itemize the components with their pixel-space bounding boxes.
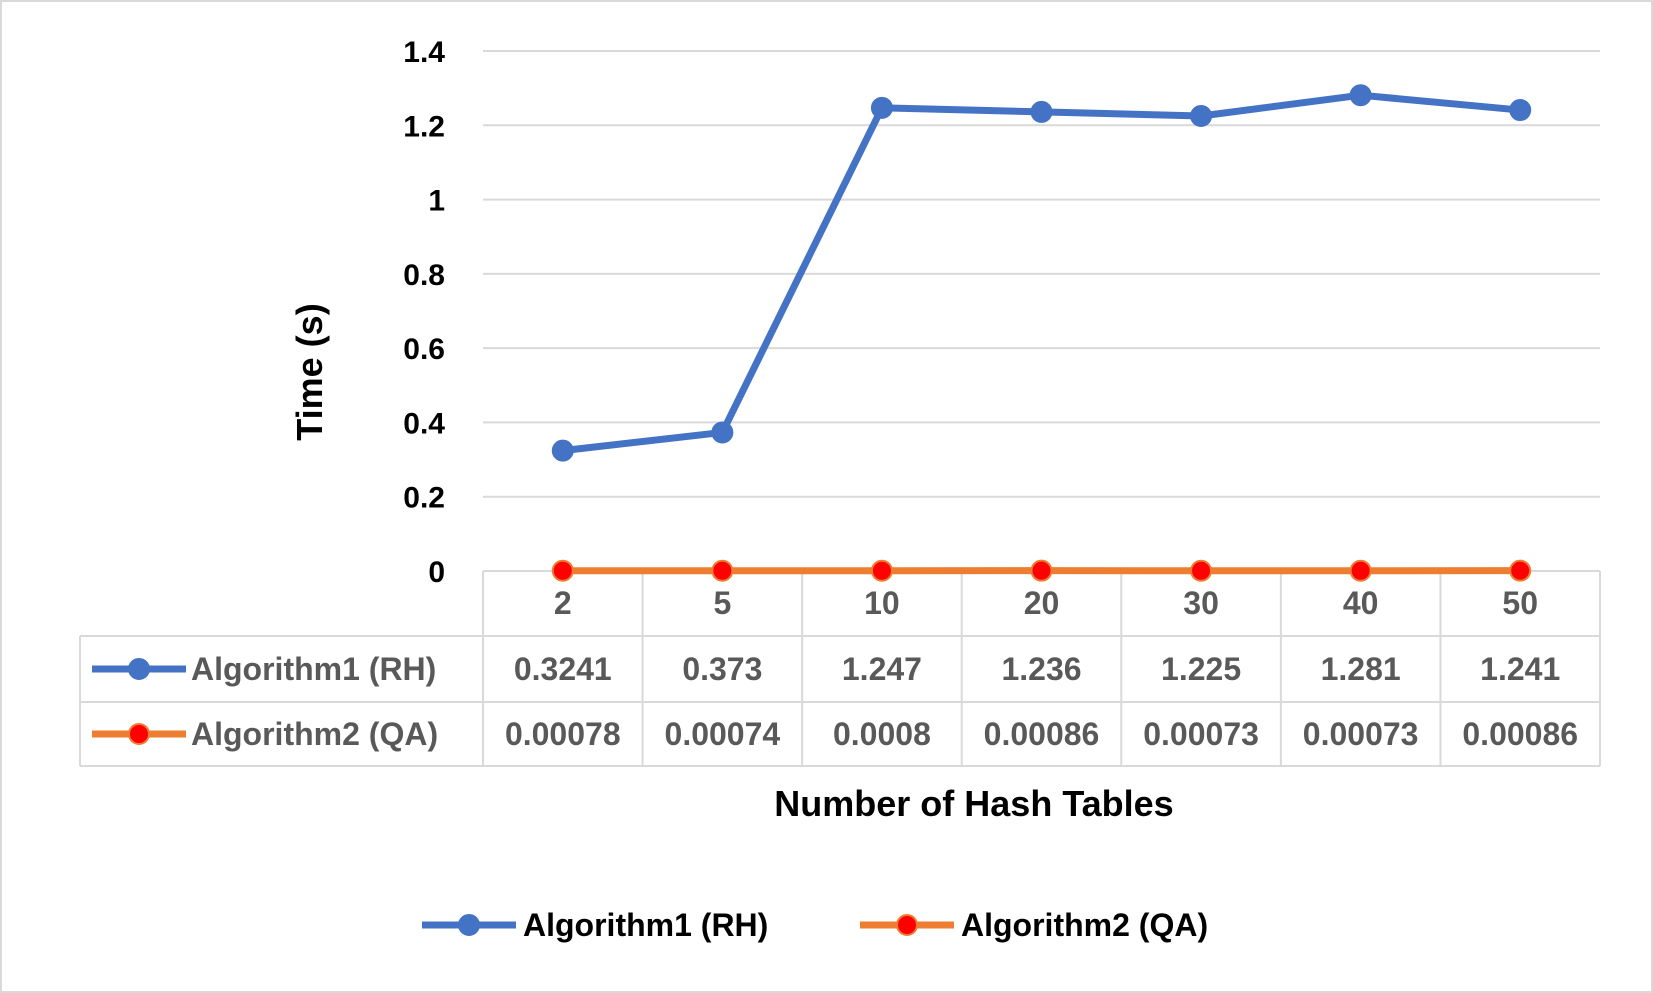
x-tick-label: 40	[1343, 585, 1379, 621]
data-point	[870, 559, 893, 582]
data-point	[1030, 100, 1053, 123]
table-cell-value: 0.00073	[1143, 716, 1259, 752]
table-cell-value: 1.236	[1001, 651, 1081, 687]
x-tick-label: 2	[554, 585, 572, 621]
table-cell-value: 0.00074	[665, 716, 781, 752]
table-series-label: Algorithm1 (RH)	[191, 651, 436, 687]
table-series-key-marker	[128, 658, 150, 680]
legend-key-marker	[458, 914, 480, 936]
y-tick-label: 0	[428, 556, 445, 589]
legend-label: Algorithm2 (QA)	[961, 907, 1208, 943]
table-cell-value: 0.00086	[984, 716, 1100, 752]
table-cell-value: 0.00073	[1303, 716, 1419, 752]
table-cell-value: 0.373	[682, 651, 762, 687]
y-tick-label: 0.4	[403, 407, 445, 440]
table-cell-value: 1.281	[1321, 651, 1401, 687]
data-point	[551, 559, 574, 582]
table-cell-value: 0.0008	[833, 716, 931, 752]
data-point	[1190, 105, 1213, 127]
data-point	[711, 559, 734, 582]
data-point	[1190, 559, 1213, 582]
legend: Algorithm1 (RH) Algorithm2 (QA)	[422, 907, 1208, 943]
data-point	[551, 439, 574, 462]
x-tick-label: 10	[864, 585, 900, 621]
table-cell-value: 0.00086	[1462, 716, 1578, 752]
y-axis-title: Time (s)	[289, 303, 330, 440]
data-point	[1509, 99, 1532, 122]
x-tick-label: 5	[713, 585, 731, 621]
y-axis-ticks: 0 0.2 0.4 0.6 0.8 1 1.2 1.4	[403, 36, 445, 589]
data-point	[1349, 84, 1372, 107]
x-axis-title: Number of Hash Tables	[774, 783, 1173, 824]
table-cell-value: 0.3241	[514, 651, 612, 687]
gridlines	[483, 50, 1600, 498]
data-point	[711, 421, 734, 444]
table-cell-value: 1.225	[1161, 651, 1241, 687]
y-tick-label: 0.8	[403, 259, 445, 292]
y-tick-label: 0.2	[403, 482, 445, 515]
data-table: 2 5 10 20 30 40 50 Algorithm1 (RH) 0.3241 0.373 1.…	[79, 570, 1601, 767]
table-series-label: Algorithm2 (QA)	[191, 716, 438, 752]
x-tick-label: 50	[1502, 585, 1538, 621]
data-point	[1509, 559, 1532, 582]
data-point	[1349, 559, 1372, 582]
y-tick-label: 0.6	[403, 333, 445, 366]
legend-label: Algorithm1 (RH)	[523, 907, 768, 943]
data-point	[870, 96, 893, 119]
table-cell-value: 1.247	[842, 651, 922, 687]
table-cell-value: 1.241	[1480, 651, 1560, 687]
y-tick-label: 1.2	[403, 110, 445, 143]
data-point	[1030, 559, 1053, 582]
table-cell-value: 0.00078	[505, 716, 621, 752]
x-tick-label: 20	[1024, 585, 1060, 621]
legend-key-marker	[896, 914, 918, 936]
x-tick-label: 30	[1183, 585, 1219, 621]
series-lines	[551, 84, 1532, 582]
table-series-key-marker	[128, 723, 150, 745]
y-tick-label: 1	[428, 185, 445, 218]
y-tick-label: 1.4	[403, 36, 445, 69]
